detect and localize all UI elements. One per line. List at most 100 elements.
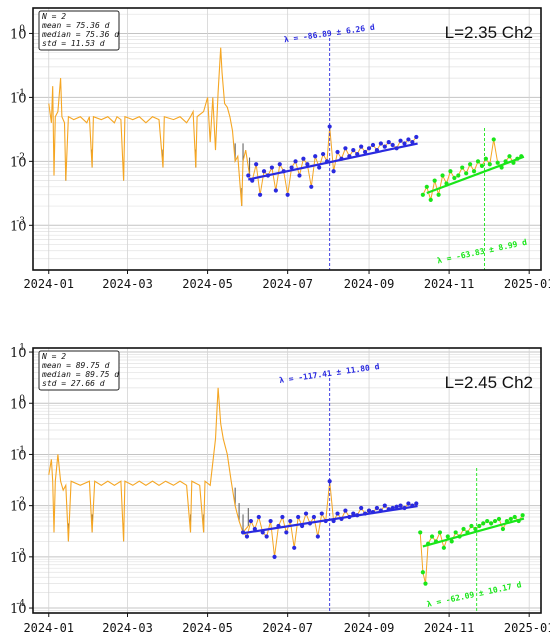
blue-data-point — [248, 518, 254, 524]
panel-top: λ = -86.89 ± 6.26 dλ = -63.83 ± 8.99 dN … — [10, 7, 550, 291]
blue-data-point — [292, 545, 297, 550]
blue-data-point — [343, 508, 348, 513]
main-series-line — [48, 47, 251, 207]
blue-fit-line — [242, 505, 418, 535]
x-tick-label: 2024-03 — [102, 621, 153, 635]
x-tick-label: 2024-11 — [424, 277, 475, 291]
green-data-point — [429, 534, 435, 539]
stats-line: mean = 75.36 d — [41, 21, 110, 30]
y-tick-exponent: -1 — [16, 88, 25, 98]
y-tick-exponent: 0 — [19, 394, 25, 404]
y-tick-label: 10 — [10, 346, 27, 361]
x-tick-label: 2024-11 — [424, 621, 475, 635]
y-tick-exponent: -3 — [16, 216, 25, 226]
green-data-point — [481, 521, 486, 526]
green-data-point — [424, 184, 429, 189]
y-tick-label: 10 — [10, 551, 27, 566]
stats-line: mean = 89.75 d — [41, 361, 110, 370]
green-data-point — [452, 175, 457, 181]
green-data-point — [479, 163, 485, 168]
blue-data-point — [378, 141, 383, 146]
blue-data-point — [272, 554, 277, 559]
blue-data-point — [359, 144, 364, 149]
panel-label: L=2.35 Ch2 — [445, 23, 533, 42]
y-tick-exponent: -1 — [16, 445, 25, 455]
stats-line: std = 27.66 d — [42, 379, 105, 388]
y-tick-label: 10 — [10, 91, 27, 106]
green-data-point — [491, 137, 496, 142]
green-data-point — [500, 526, 506, 532]
y-tick-label: 10 — [10, 448, 27, 463]
panel-label: L=2.45 Ch2 — [445, 373, 533, 392]
stats-box-frame — [38, 10, 120, 51]
blue-data-point — [410, 139, 415, 145]
plot-area — [33, 8, 541, 270]
x-tick-label: 2024-05 — [182, 621, 233, 635]
plot-frame — [32, 7, 542, 271]
green-data-point — [477, 523, 482, 529]
blue-data-point — [406, 137, 411, 142]
green-data-point — [460, 165, 465, 170]
blue-data-point — [331, 169, 336, 174]
green-data-point — [487, 162, 492, 167]
blue-data-point — [414, 134, 419, 140]
green-data-point — [485, 518, 490, 524]
green-data-point — [449, 539, 454, 544]
y-tick-exponent: 1 — [19, 343, 25, 353]
blue-data-point — [319, 511, 324, 516]
blue-data-point — [313, 154, 318, 159]
blue-data-point — [284, 530, 289, 535]
green-data-point — [418, 530, 423, 535]
data-layer — [48, 38, 525, 270]
green-data-point — [432, 178, 437, 183]
blue-data-point — [268, 518, 273, 524]
blue-data-point — [309, 184, 314, 189]
x-tick-label: 2024-07 — [262, 277, 313, 291]
green-data-point — [468, 162, 473, 167]
x-tick-label: 2024-03 — [102, 277, 153, 291]
green-data-point — [461, 526, 466, 532]
blue-fit-line — [248, 142, 418, 181]
blue-data-point — [273, 188, 278, 193]
green-data-point — [489, 521, 494, 526]
y-tick-label: 10 — [10, 500, 27, 515]
blue-data-point — [285, 192, 290, 197]
green-data-point — [469, 523, 474, 529]
y-tick-exponent: -3 — [16, 548, 25, 558]
main-series-line — [48, 387, 249, 542]
green-data-point — [492, 518, 498, 524]
x-tick-label: 2024-07 — [262, 621, 313, 635]
blue-data-point — [370, 142, 376, 148]
green-data-point — [495, 160, 500, 165]
green-data-point — [437, 530, 443, 535]
y-tick-label: 10 — [10, 27, 27, 42]
y-tick-label: 10 — [10, 155, 27, 170]
blue-data-point — [335, 149, 340, 155]
green-data-point — [512, 514, 517, 520]
blue-data-point — [256, 514, 261, 520]
blue-data-point — [315, 534, 320, 539]
segment-series-line — [419, 514, 524, 584]
blue-data-point — [320, 151, 326, 157]
green-data-point — [445, 534, 450, 539]
green-data-point — [436, 192, 441, 197]
green-data-point — [507, 154, 512, 159]
blue-data-point — [261, 169, 267, 174]
green-data-point — [420, 570, 425, 575]
blue-data-point — [317, 165, 322, 170]
x-tick-label: 2024-01 — [23, 621, 74, 635]
blue-data-point — [289, 165, 294, 170]
y-tick-exponent: -2 — [16, 497, 25, 507]
x-tick-label: 2024-09 — [344, 621, 395, 635]
blue-data-point — [406, 501, 411, 506]
blue-data-point — [327, 124, 332, 129]
green-data-point — [448, 169, 453, 174]
blue-data-point — [343, 146, 348, 151]
green-data-point — [496, 516, 502, 522]
plot-area — [33, 348, 541, 613]
blue-data-point — [359, 505, 364, 511]
blue-data-point — [382, 503, 387, 508]
